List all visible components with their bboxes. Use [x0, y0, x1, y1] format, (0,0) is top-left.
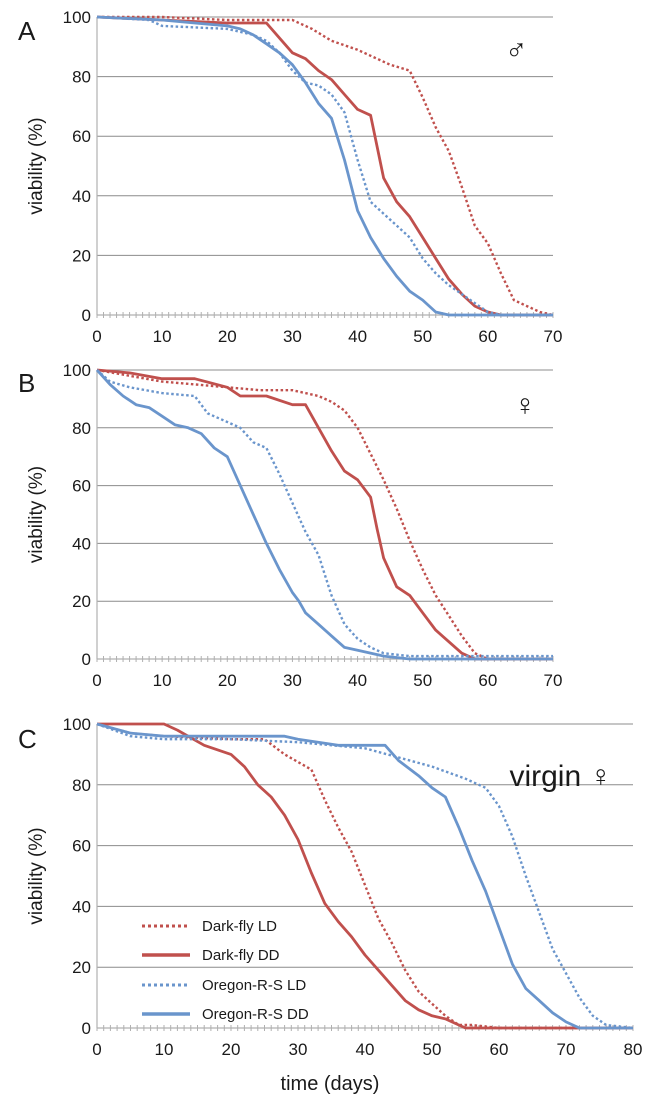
x-tick-label: 20 — [218, 327, 237, 346]
y-axis-title: viability (%) — [26, 466, 47, 563]
panel-letter: C — [18, 724, 37, 754]
x-tick-label: 40 — [356, 1040, 375, 1059]
y-tick-label: 80 — [72, 419, 91, 438]
legend: Dark-fly LD Dark-fly DD Oregon-R-S LD Orego… — [142, 918, 309, 1023]
series-line-oregon-dd — [95, 369, 553, 661]
legend-label: Dark-fly DD — [202, 947, 280, 964]
y-tick-label: 100 — [63, 8, 91, 27]
x-tick-label: 60 — [478, 327, 497, 346]
x-tick-label: 50 — [413, 327, 432, 346]
sex-symbol-label: ♀ — [514, 389, 537, 422]
x-tick-label: 0 — [92, 1040, 101, 1059]
series-line-oregon-dd — [96, 15, 553, 317]
x-tick-label: 60 — [490, 1040, 509, 1059]
x-tick-label: 50 — [423, 1040, 442, 1059]
x-tick-label: 10 — [153, 671, 172, 690]
y-tick-label: 20 — [72, 592, 91, 611]
series-line-darkfly-ld — [97, 15, 554, 317]
legend-label: Oregon-R-S DD — [202, 1006, 309, 1023]
y-tick-label: 0 — [82, 306, 91, 325]
legend-label: Dark-fly LD — [202, 918, 277, 935]
y-tick-label: 60 — [72, 477, 91, 496]
series-line-darkfly-dd — [96, 368, 553, 661]
sex-symbol-label: ♂ — [505, 34, 528, 67]
y-tick-label: 80 — [72, 776, 91, 795]
series-line-darkfly-dd — [96, 15, 553, 317]
x-tick-label: 60 — [478, 671, 497, 690]
x-tick-label: 70 — [544, 671, 563, 690]
sex-symbol-label: virgin ♀ — [509, 760, 612, 793]
series-line-oregon-dd — [96, 722, 633, 1030]
x-tick-label: 40 — [348, 671, 367, 690]
x-tick-label: 10 — [155, 1040, 174, 1059]
x-tick-label: 80 — [624, 1040, 643, 1059]
panel-b: 0 20 40 60 80 100 0 10 20 30 40 50 60 70 B ♀ viability (… — [18, 361, 562, 690]
x-tick-label: 20 — [218, 671, 237, 690]
y-tick-label: 100 — [63, 361, 91, 380]
x-axis-title: time (days) — [281, 1073, 380, 1095]
x-tick-label: 50 — [413, 671, 432, 690]
y-tick-label: 100 — [63, 715, 91, 734]
y-tick-label: 40 — [72, 534, 91, 553]
x-tick-label: 30 — [289, 1040, 308, 1059]
legend-label: Oregon-R-S LD — [202, 977, 306, 994]
y-tick-label: 0 — [82, 650, 91, 669]
y-tick-label: 20 — [72, 958, 91, 977]
y-tick-label: 60 — [72, 127, 91, 146]
x-tick-label: 30 — [283, 327, 302, 346]
x-tick-label: 0 — [92, 671, 101, 690]
series-line-darkfly-ld — [96, 368, 553, 661]
x-tick-label: 40 — [348, 327, 367, 346]
panel-letter: A — [18, 16, 36, 46]
series-line-darkfly-dd — [97, 722, 633, 1030]
y-axis-title: viability (%) — [26, 827, 47, 924]
y-tick-label: 40 — [72, 897, 91, 916]
panel-a: 0 20 40 60 80 100 0 10 20 30 40 50 60 70 A ♂ viability (… — [18, 8, 562, 346]
panel-letter: B — [18, 368, 35, 398]
x-tick-label: 0 — [92, 327, 101, 346]
series-line-oregon-ld — [96, 369, 553, 658]
y-tick-label: 80 — [72, 68, 91, 87]
x-tick-label: 70 — [557, 1040, 576, 1059]
x-tick-label: 70 — [544, 327, 563, 346]
series-line-oregon-ld — [96, 15, 553, 317]
x-tick-label: 10 — [153, 327, 172, 346]
y-tick-label: 0 — [82, 1019, 91, 1038]
y-tick-label: 60 — [72, 837, 91, 856]
series-line-oregon-ld — [96, 722, 634, 1030]
x-tick-label: 30 — [283, 671, 302, 690]
y-tick-label: 20 — [72, 246, 91, 265]
y-axis-title: viability (%) — [26, 117, 47, 214]
y-tick-label: 40 — [72, 187, 91, 206]
x-tick-label: 20 — [222, 1040, 241, 1059]
